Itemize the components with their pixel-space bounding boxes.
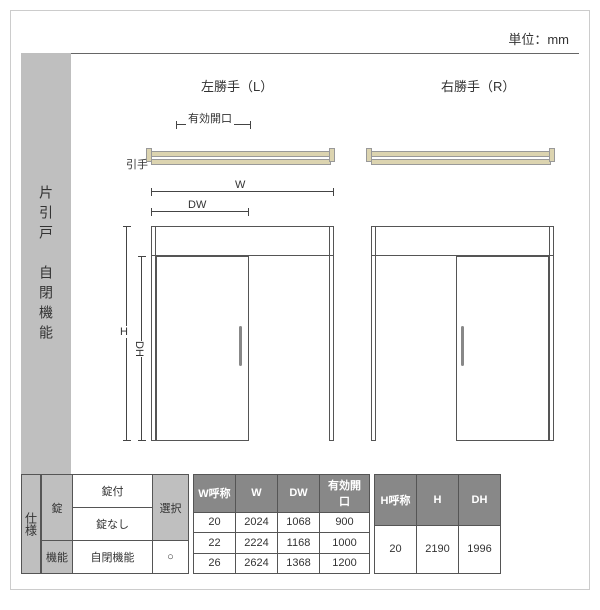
door-panel-left: [156, 256, 249, 441]
h-th-0: H呼称: [375, 475, 417, 526]
h-th-2: DH: [459, 475, 501, 526]
spec-lock-with: 錠付: [73, 475, 153, 508]
door-post-right-l: [371, 226, 376, 441]
w-cell: 1000: [320, 533, 370, 553]
divider-top: [21, 53, 579, 54]
spec-self-close: 自閉機能: [73, 541, 153, 574]
w-th-1: W: [236, 475, 278, 513]
rail-bracket-right-l: [366, 148, 372, 162]
tables-area: 仕様 錠 錠付 選択 錠なし 機能 自閉機能 ○ W呼称: [21, 474, 579, 574]
door-header-left: [151, 226, 334, 256]
spec-circle: ○: [153, 541, 189, 574]
dim-effective-opening-label: 有効開口: [186, 110, 234, 126]
w-cell: 900: [320, 512, 370, 532]
rail-left-2: [151, 159, 331, 165]
rail-right-2: [371, 159, 551, 165]
w-cell: 1168: [278, 533, 320, 553]
door-post-right-r: [549, 226, 554, 441]
label-right-variant: 右勝手（R）: [441, 76, 515, 95]
h-cell: 1996: [459, 525, 501, 573]
spec-page: 単位：mm 片引戸 自閉機能 左勝手（L） 右勝手（R） 有効開口 引手 W D…: [10, 10, 590, 590]
spec-table: 錠 錠付 選択 錠なし 機能 自閉機能 ○: [41, 474, 189, 574]
h-table: H呼称 H DH 20 2190 1996: [374, 474, 501, 574]
dim-w: [151, 191, 334, 192]
w-th-0: W呼称: [194, 475, 236, 513]
diagram-area: 左勝手（L） 右勝手（R） 有効開口 引手 W DW H DH: [71, 66, 579, 446]
w-cell: 20: [194, 512, 236, 532]
w-cell: 22: [194, 533, 236, 553]
dim-dh-label: DH: [131, 341, 147, 357]
h-cell: 2190: [417, 525, 459, 573]
w-cell: 2024: [236, 512, 278, 532]
spec-func-label: 機能: [42, 541, 73, 574]
dim-w-label: W: [233, 179, 247, 191]
w-cell: 26: [194, 553, 236, 573]
rail-left: [151, 151, 331, 157]
dim-dw-label: DW: [186, 199, 208, 211]
sidebar: 片引戸 自閉機能: [21, 53, 71, 476]
w-cell: 1200: [320, 553, 370, 573]
door-handle-left: [239, 326, 242, 366]
door-header-right: [371, 226, 554, 256]
door-post-left-r: [329, 226, 334, 441]
rail-bracket-right-r: [549, 148, 555, 162]
h-cell: 20: [375, 525, 417, 573]
w-th-3: 有効開口: [320, 475, 370, 513]
w-cell: 2224: [236, 533, 278, 553]
table-row: 26 2624 1368 1200: [194, 553, 370, 573]
w-cell: 1368: [278, 553, 320, 573]
door-handle-right: [461, 326, 464, 366]
label-left-variant: 左勝手（L）: [201, 76, 273, 95]
w-cell: 1068: [278, 512, 320, 532]
rail-right: [371, 151, 551, 157]
dim-dw: [151, 211, 249, 212]
spec-lock-label: 錠: [42, 475, 73, 541]
spec-table-left: 仕様 錠 錠付 選択 錠なし 機能 自閉機能 ○: [21, 474, 189, 574]
spec-select-col: 選択: [153, 475, 189, 541]
door-panel-right: [456, 256, 549, 441]
dim-h-label: H: [118, 326, 130, 338]
w-table: W呼称 W DW 有効開口 20 2024 1068 900 22 2224 1…: [193, 474, 370, 574]
table-row: 20 2190 1996: [375, 525, 501, 573]
table-row: 22 2224 1168 1000: [194, 533, 370, 553]
table-row: 20 2024 1068 900: [194, 512, 370, 532]
w-th-2: DW: [278, 475, 320, 513]
spec-lock-without: 錠なし: [73, 508, 153, 541]
spec-vlabel: 仕様: [21, 474, 41, 574]
rail-bracket-left-r: [329, 148, 335, 162]
unit-label: 単位：mm: [508, 29, 569, 48]
h-th-1: H: [417, 475, 459, 526]
pull-handle-label: 引手: [126, 156, 148, 172]
sidebar-title: 片引戸 自閉機能: [36, 185, 56, 345]
w-cell: 2624: [236, 553, 278, 573]
